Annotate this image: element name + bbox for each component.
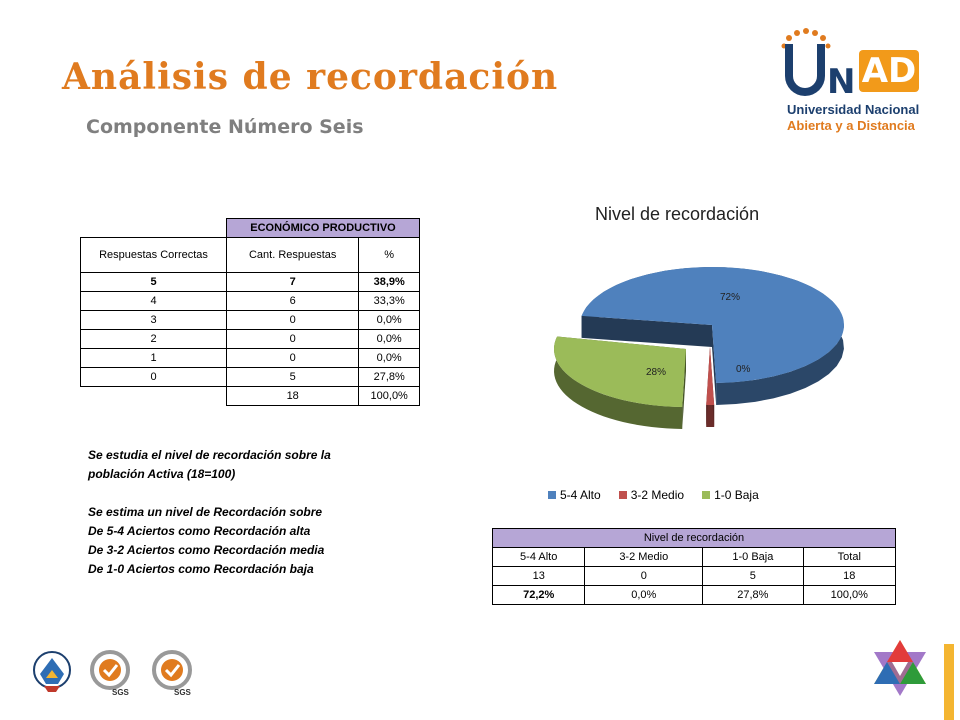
- pie-slice-top: [581, 267, 844, 383]
- table-cell: 0: [225, 348, 360, 368]
- table-cell: 3: [80, 310, 227, 330]
- legend-item: 3-2 Medio: [618, 488, 685, 502]
- pie-slice-top: [554, 336, 686, 407]
- table-cell: 0: [80, 367, 227, 387]
- table-row: 5-4 Alto 3-2 Medio 1-0 Baja Total: [491, 547, 897, 567]
- table1-title: ECONÓMICO PRODUCTIVO: [226, 218, 420, 238]
- pie-slice-2: [706, 347, 715, 427]
- footer-certification-logos: SGS SGS: [30, 648, 198, 698]
- table-cell: 6: [225, 291, 360, 311]
- table-cell: 0,0%: [584, 585, 704, 605]
- pie-chart: 72% 0% 28%: [554, 267, 844, 429]
- note-line: Se estima un nivel de Recordación sobre: [88, 505, 323, 519]
- note-line: Se estudia el nivel de recordación sobre…: [88, 448, 331, 462]
- table-cell: 18: [802, 566, 897, 586]
- table1-header: %: [358, 237, 420, 273]
- note-line: población Activa (18=100): [88, 467, 236, 481]
- table-cell: 18: [225, 386, 360, 406]
- legend-label: 5-4 Alto: [560, 488, 601, 502]
- table-cell: 0,0%: [358, 310, 420, 330]
- table-cell: 0: [225, 310, 360, 330]
- legend-label: 3-2 Medio: [630, 488, 685, 502]
- table-cell: 27,8%: [702, 585, 804, 605]
- table-cell: 0: [225, 329, 360, 349]
- table-cell: 27,8%: [358, 367, 420, 387]
- legend-swatch: [548, 491, 556, 499]
- table-row: 0 5 27,8%: [80, 367, 420, 387]
- table-cell: 13: [491, 566, 586, 586]
- table-cell: 33,3%: [358, 291, 420, 311]
- table-row: 2 0 0,0%: [80, 329, 420, 349]
- chart-title: Nivel de recordación: [595, 204, 760, 224]
- pie-data-label: 28%: [646, 367, 666, 378]
- table-cell: 72,2%: [491, 585, 586, 605]
- notes-text: Se estudia el nivel de recordación sobre…: [88, 446, 388, 579]
- legend-swatch: [618, 491, 627, 499]
- pie-data-label: 72%: [720, 292, 740, 303]
- table-row: 72,2% 0,0% 27,8% 100,0%: [491, 585, 897, 605]
- table-cell: 5: [702, 566, 804, 586]
- table-cell: 4: [80, 291, 227, 311]
- table-row: 1 0 0,0%: [80, 348, 420, 368]
- logo-line1: Universidad Nacional: [787, 102, 920, 117]
- table-cell: 1: [80, 348, 227, 368]
- unad-logo: N AD Universidad Nacional Abierta y a Di…: [775, 26, 945, 136]
- sgs-label: SGS: [112, 688, 130, 697]
- note-line: De 3-2 Aciertos como Recordación media: [88, 543, 325, 557]
- note-line: [88, 484, 388, 503]
- table2-title: Nivel de recordación: [492, 528, 896, 548]
- legend-item: 5-4 Alto: [548, 488, 601, 502]
- logo-n: N: [827, 62, 856, 102]
- sgs-certification-icon: SGS: [90, 650, 130, 697]
- table-cell: 2: [80, 329, 227, 349]
- logo-ad: AD: [859, 50, 919, 92]
- pie-slice-side: [554, 336, 683, 429]
- table2-header: 1-0 Baja: [702, 547, 804, 567]
- table-cell: 5: [80, 272, 227, 292]
- pie-slice-1: [581, 267, 844, 405]
- table-cell: 5: [225, 367, 360, 387]
- legend-swatch: [702, 491, 711, 499]
- table-cell: 100,0%: [358, 386, 420, 406]
- legend-label: 1-0 Baja: [714, 488, 759, 502]
- accent-bar: [944, 644, 954, 720]
- page-subtitle: Componente Número Seis: [86, 116, 364, 138]
- pie-slice-top: [706, 347, 715, 405]
- table2-header: 3-2 Medio: [584, 547, 704, 567]
- government-seal-icon: [33, 651, 71, 692]
- table-cell: 7: [225, 272, 360, 292]
- pie-slice-side: [706, 404, 715, 427]
- table1-header: Cant. Respuestas: [225, 237, 360, 273]
- note-line: De 5-4 Aciertos como Recordación alta: [88, 524, 311, 538]
- table-cell: 0: [584, 566, 704, 586]
- logo-line2: Abierta y a Distancia: [787, 118, 915, 133]
- table-row: 5 7 38,9%: [80, 272, 420, 292]
- star-of-david-icon: [874, 640, 926, 696]
- table-row: 13 0 5 18: [491, 566, 897, 586]
- legend-item: 1-0 Baja: [702, 488, 759, 502]
- logo-u: [785, 44, 825, 96]
- table-row: 3 0 0,0%: [80, 310, 420, 330]
- table-cell: 100,0%: [802, 585, 897, 605]
- sgs-label: SGS: [174, 688, 192, 697]
- pie-slice-edge: [581, 315, 712, 347]
- table-cell: 0,0%: [358, 348, 420, 368]
- pie-data-label: 0%: [736, 364, 751, 375]
- note-line: De 1-0 Aciertos como Recordación baja: [88, 562, 314, 576]
- table2-header: 5-4 Alto: [491, 547, 586, 567]
- table-cell: 38,9%: [358, 272, 420, 292]
- nivel-recordacion-table: Nivel de recordación 5-4 Alto 3-2 Medio …: [491, 528, 897, 605]
- chart-legend: 5-4 Alto 3-2 Medio 1-0 Baja: [548, 488, 759, 502]
- pie-slice-edge: [712, 325, 717, 405]
- page-title: Análisis de recordación: [62, 56, 559, 98]
- pie-slice-3: [554, 336, 686, 429]
- economico-productivo-table: ECONÓMICO PRODUCTIVO Respuestas Correcta…: [80, 218, 420, 406]
- sgs-certification-icon: SGS: [152, 650, 192, 697]
- table-row: 4 6 33,3%: [80, 291, 420, 311]
- table2-header: Total: [802, 547, 897, 567]
- table1-header: Respuestas Correctas: [80, 237, 227, 273]
- table-cell: 0,0%: [358, 329, 420, 349]
- table-total-row: 18 100,0%: [81, 386, 420, 406]
